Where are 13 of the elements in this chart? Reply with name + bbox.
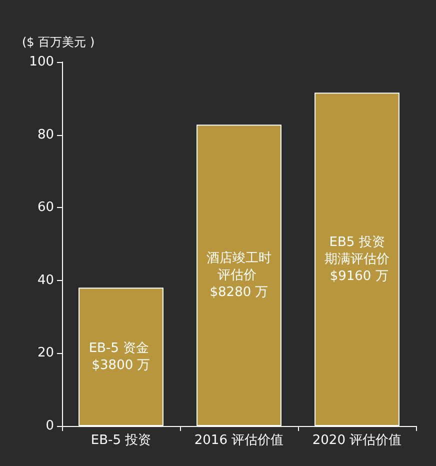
data-label: EB5 投资期满评估价 $9160 万 (324, 234, 390, 284)
data-label: EB-5 资金 $3800 万 (88, 340, 154, 373)
y-tick-label: 80 (37, 127, 54, 142)
x-tick-label: 2016 评估价值 (194, 433, 284, 448)
y-axis-title: ($ 百万美元 ) (22, 35, 95, 49)
y-tick-label: 40 (37, 272, 54, 288)
y-tick-label: 100 (29, 54, 54, 70)
y-tick-label: 60 (37, 200, 54, 216)
y-tick-label: 0 (46, 418, 54, 434)
x-tick-label: 2020 评估价值 (312, 433, 402, 448)
y-tick-label: 20 (37, 346, 54, 361)
data-label: 酒店竣工时评估价 $8280 万 (206, 250, 272, 300)
x-tick-label: EB-5 投资 (90, 433, 152, 448)
